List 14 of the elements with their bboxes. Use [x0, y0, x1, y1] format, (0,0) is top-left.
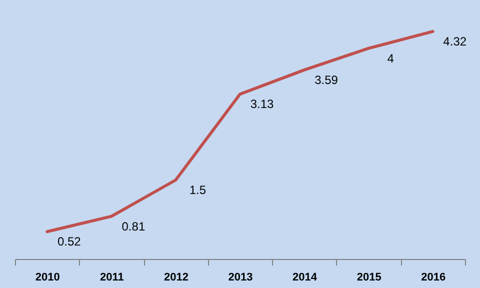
x-tick-label: 2011 — [100, 272, 124, 284]
x-tick-label: 2016 — [421, 272, 446, 284]
data-label: 1.5 — [189, 183, 206, 197]
x-tick-label: 2012 — [164, 272, 188, 284]
x-tick-label: 2010 — [35, 272, 60, 284]
data-label: 4.32 — [443, 34, 467, 48]
x-tick-label: 2015 — [356, 272, 382, 284]
data-label: 0.52 — [57, 234, 82, 249]
data-label: 4 — [387, 51, 394, 66]
x-tick-label: 2014 — [292, 272, 318, 284]
data-label: 3.59 — [314, 72, 338, 87]
data-label: 3.13 — [250, 97, 274, 112]
x-tick-label: 2013 — [228, 272, 253, 284]
data-label: 0.81 — [122, 219, 146, 234]
